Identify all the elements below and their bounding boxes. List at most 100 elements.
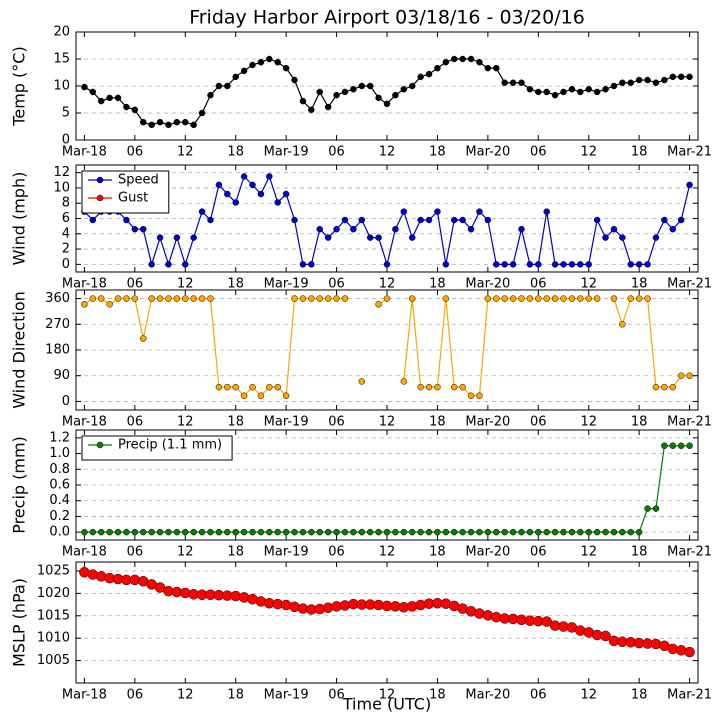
data-point bbox=[677, 216, 685, 224]
data-point bbox=[669, 383, 677, 391]
data-point bbox=[131, 528, 139, 536]
x-tick-label: Mar-20 bbox=[465, 688, 510, 703]
y-tick-label: 0 bbox=[62, 394, 70, 409]
data-point bbox=[493, 528, 500, 536]
y-tick-label: 360 bbox=[45, 291, 70, 306]
data-point bbox=[282, 190, 290, 198]
x-tick-label: Mar-21 bbox=[667, 277, 712, 292]
data-point bbox=[198, 528, 206, 536]
legend: Precip (1.1 mm) bbox=[81, 435, 233, 461]
legend-box bbox=[81, 435, 233, 461]
x-tick-label: 18 bbox=[429, 145, 446, 160]
data-point bbox=[232, 528, 239, 536]
data-point bbox=[383, 295, 391, 302]
data-point bbox=[173, 234, 181, 241]
data-point bbox=[291, 216, 298, 224]
data-point bbox=[543, 88, 550, 96]
data-point bbox=[131, 295, 139, 302]
data-point bbox=[560, 88, 567, 96]
data-point bbox=[308, 261, 315, 268]
data-point bbox=[669, 442, 677, 449]
x-tick-label: 18 bbox=[429, 545, 446, 560]
data-point bbox=[400, 378, 408, 385]
data-point bbox=[316, 528, 324, 536]
data-point bbox=[299, 295, 307, 302]
data-point bbox=[459, 216, 466, 224]
data-point bbox=[291, 76, 298, 84]
data-point bbox=[476, 392, 483, 399]
legend-marker bbox=[96, 176, 104, 184]
data-point bbox=[299, 97, 307, 105]
data-point bbox=[619, 528, 626, 536]
data-point bbox=[459, 383, 466, 391]
x-tick-label: 12 bbox=[580, 277, 597, 292]
data-point bbox=[156, 528, 164, 536]
x-tick-label: 06 bbox=[127, 415, 144, 430]
x-tick-label: 12 bbox=[580, 688, 597, 703]
data-point bbox=[165, 528, 172, 536]
data-point bbox=[291, 295, 298, 302]
data-point bbox=[341, 528, 349, 536]
data-point bbox=[207, 216, 214, 224]
data-point bbox=[442, 528, 450, 536]
data-point bbox=[635, 528, 643, 536]
data-point bbox=[677, 372, 685, 379]
data-point bbox=[644, 76, 651, 84]
y-tick-label: 0 bbox=[62, 257, 70, 272]
legend-label: Gust bbox=[118, 191, 148, 206]
data-point bbox=[139, 225, 147, 233]
x-tick-label: Mar-20 bbox=[465, 277, 510, 292]
data-point bbox=[308, 106, 315, 114]
data-point bbox=[551, 528, 559, 536]
data-point bbox=[266, 528, 273, 536]
data-point bbox=[240, 173, 248, 180]
data-point bbox=[610, 225, 618, 233]
y-tick-label: 1010 bbox=[37, 631, 70, 646]
x-tick-label: 06 bbox=[328, 145, 345, 160]
data-point bbox=[131, 106, 139, 114]
data-point bbox=[366, 82, 374, 90]
x-tick-label: 06 bbox=[328, 277, 345, 292]
data-point bbox=[627, 79, 635, 87]
y-tick-label: 0.6 bbox=[49, 478, 70, 493]
data-point bbox=[257, 528, 265, 536]
y-tick-label: 0.0 bbox=[49, 525, 70, 540]
data-point bbox=[266, 55, 273, 63]
data-point bbox=[316, 295, 324, 302]
data-point bbox=[341, 216, 349, 224]
data-point bbox=[274, 528, 281, 536]
data-point bbox=[684, 646, 695, 658]
data-point bbox=[257, 392, 265, 399]
data-point bbox=[627, 261, 635, 268]
data-point bbox=[156, 234, 164, 241]
data-point bbox=[652, 505, 660, 512]
y-tick-label: 0.4 bbox=[49, 493, 70, 508]
data-point bbox=[526, 85, 534, 93]
x-tick-label: 18 bbox=[227, 277, 244, 292]
data-point bbox=[316, 225, 324, 233]
data-point bbox=[484, 295, 492, 302]
data-point bbox=[89, 216, 97, 224]
data-point bbox=[358, 216, 366, 224]
y-tick-label: 12 bbox=[53, 165, 70, 180]
data-point bbox=[442, 295, 450, 302]
x-tick-label: 18 bbox=[429, 415, 446, 430]
chart-title: Friday Harbor Airport 03/18/16 - 03/20/1… bbox=[189, 7, 585, 29]
data-point bbox=[282, 392, 290, 399]
data-point bbox=[518, 79, 525, 87]
x-tick-label: Mar-18 bbox=[62, 545, 107, 560]
data-point bbox=[669, 225, 677, 233]
x-tick-label: Mar-19 bbox=[264, 545, 309, 560]
x-tick-label: 06 bbox=[127, 277, 144, 292]
y-tick-label: 1.0 bbox=[49, 446, 70, 461]
y-tick-label: 1015 bbox=[37, 608, 70, 623]
data-point bbox=[333, 225, 340, 233]
data-point bbox=[661, 383, 668, 391]
data-point bbox=[526, 261, 534, 268]
x-tick-label: Mar-20 bbox=[465, 415, 510, 430]
data-point bbox=[568, 528, 576, 536]
data-point bbox=[484, 528, 492, 536]
x-tick-label: Mar-18 bbox=[62, 145, 107, 160]
data-point bbox=[610, 528, 618, 536]
